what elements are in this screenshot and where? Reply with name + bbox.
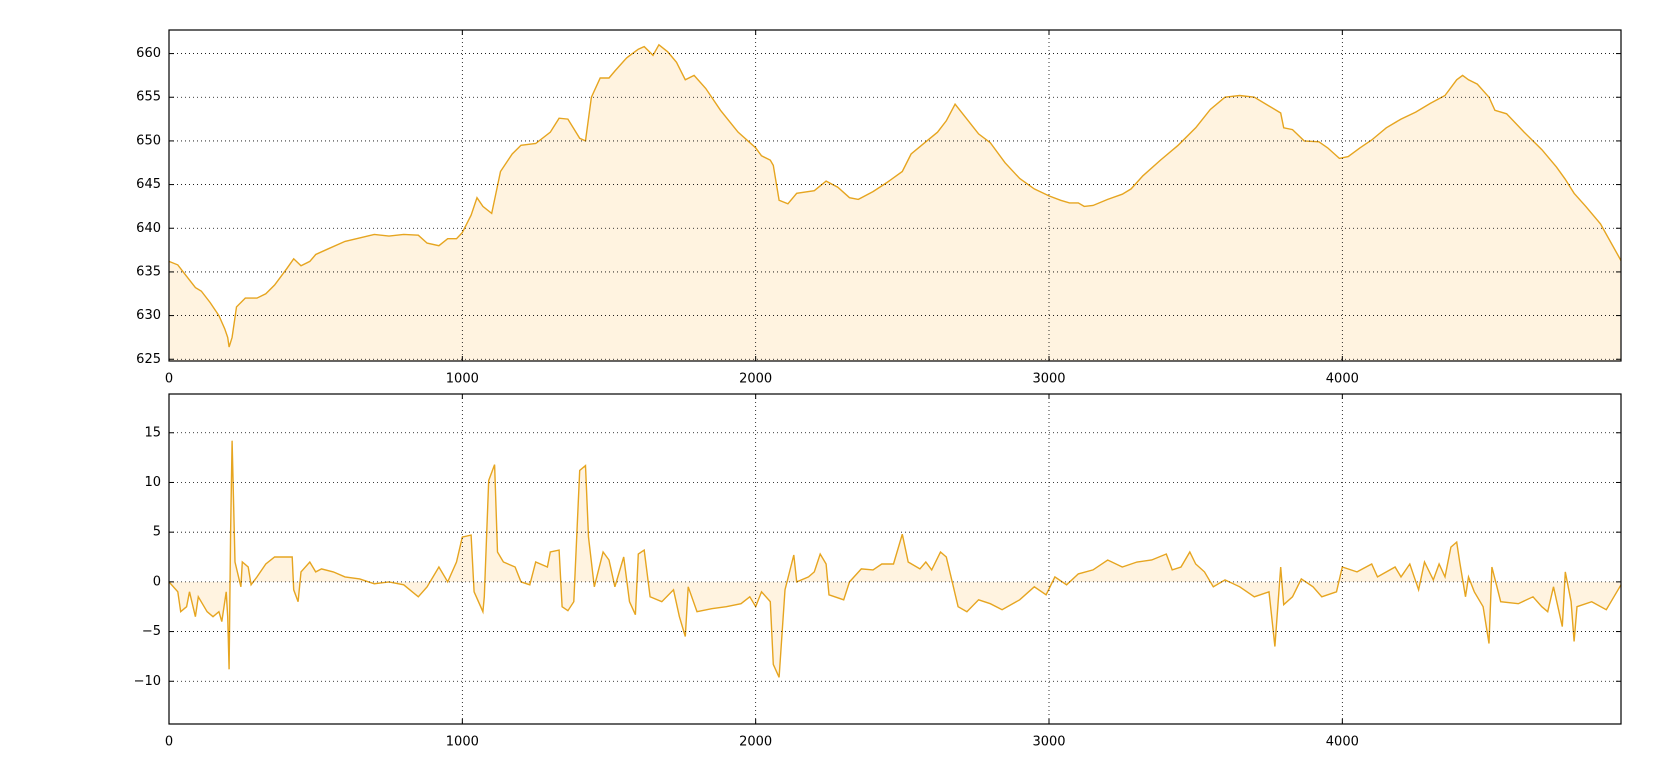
y-tick-label: 630 [136, 308, 161, 323]
area-line [168, 43, 1622, 348]
plot-frame [168, 29, 1622, 362]
x-tick-label: 2000 [739, 372, 772, 387]
x-tick-label: 2000 [739, 735, 772, 750]
y-tick-label: 640 [136, 221, 161, 236]
area-line [168, 440, 1622, 678]
x-tick-label: 0 [165, 735, 173, 750]
x-tick-label: 3000 [1032, 735, 1065, 750]
x-tick-label: 0 [165, 372, 173, 387]
x-tick-label: 1000 [446, 372, 479, 387]
y-tick-label: 660 [136, 46, 161, 61]
x-tick-label: 3000 [1032, 372, 1065, 387]
y-tick-label: 655 [136, 90, 161, 105]
y-tick-label: 0 [153, 574, 161, 589]
y-tick-label: 15 [144, 425, 161, 440]
x-tick-label: 4000 [1326, 372, 1359, 387]
y-tick-label: −5 [142, 624, 161, 639]
y-tick-label: 645 [136, 177, 161, 192]
x-tick-label: 4000 [1326, 735, 1359, 750]
area-fill [169, 44, 1621, 362]
y-tick-label: 10 [144, 475, 161, 490]
y-tick-label: −10 [134, 674, 161, 689]
y-tick-label: 650 [136, 133, 161, 148]
y-tick-label: 625 [136, 352, 161, 367]
y-tick-label: 635 [136, 264, 161, 279]
x-tick-label: 1000 [446, 735, 479, 750]
y-tick-label: 5 [153, 525, 161, 540]
plot-frame [168, 393, 1622, 725]
